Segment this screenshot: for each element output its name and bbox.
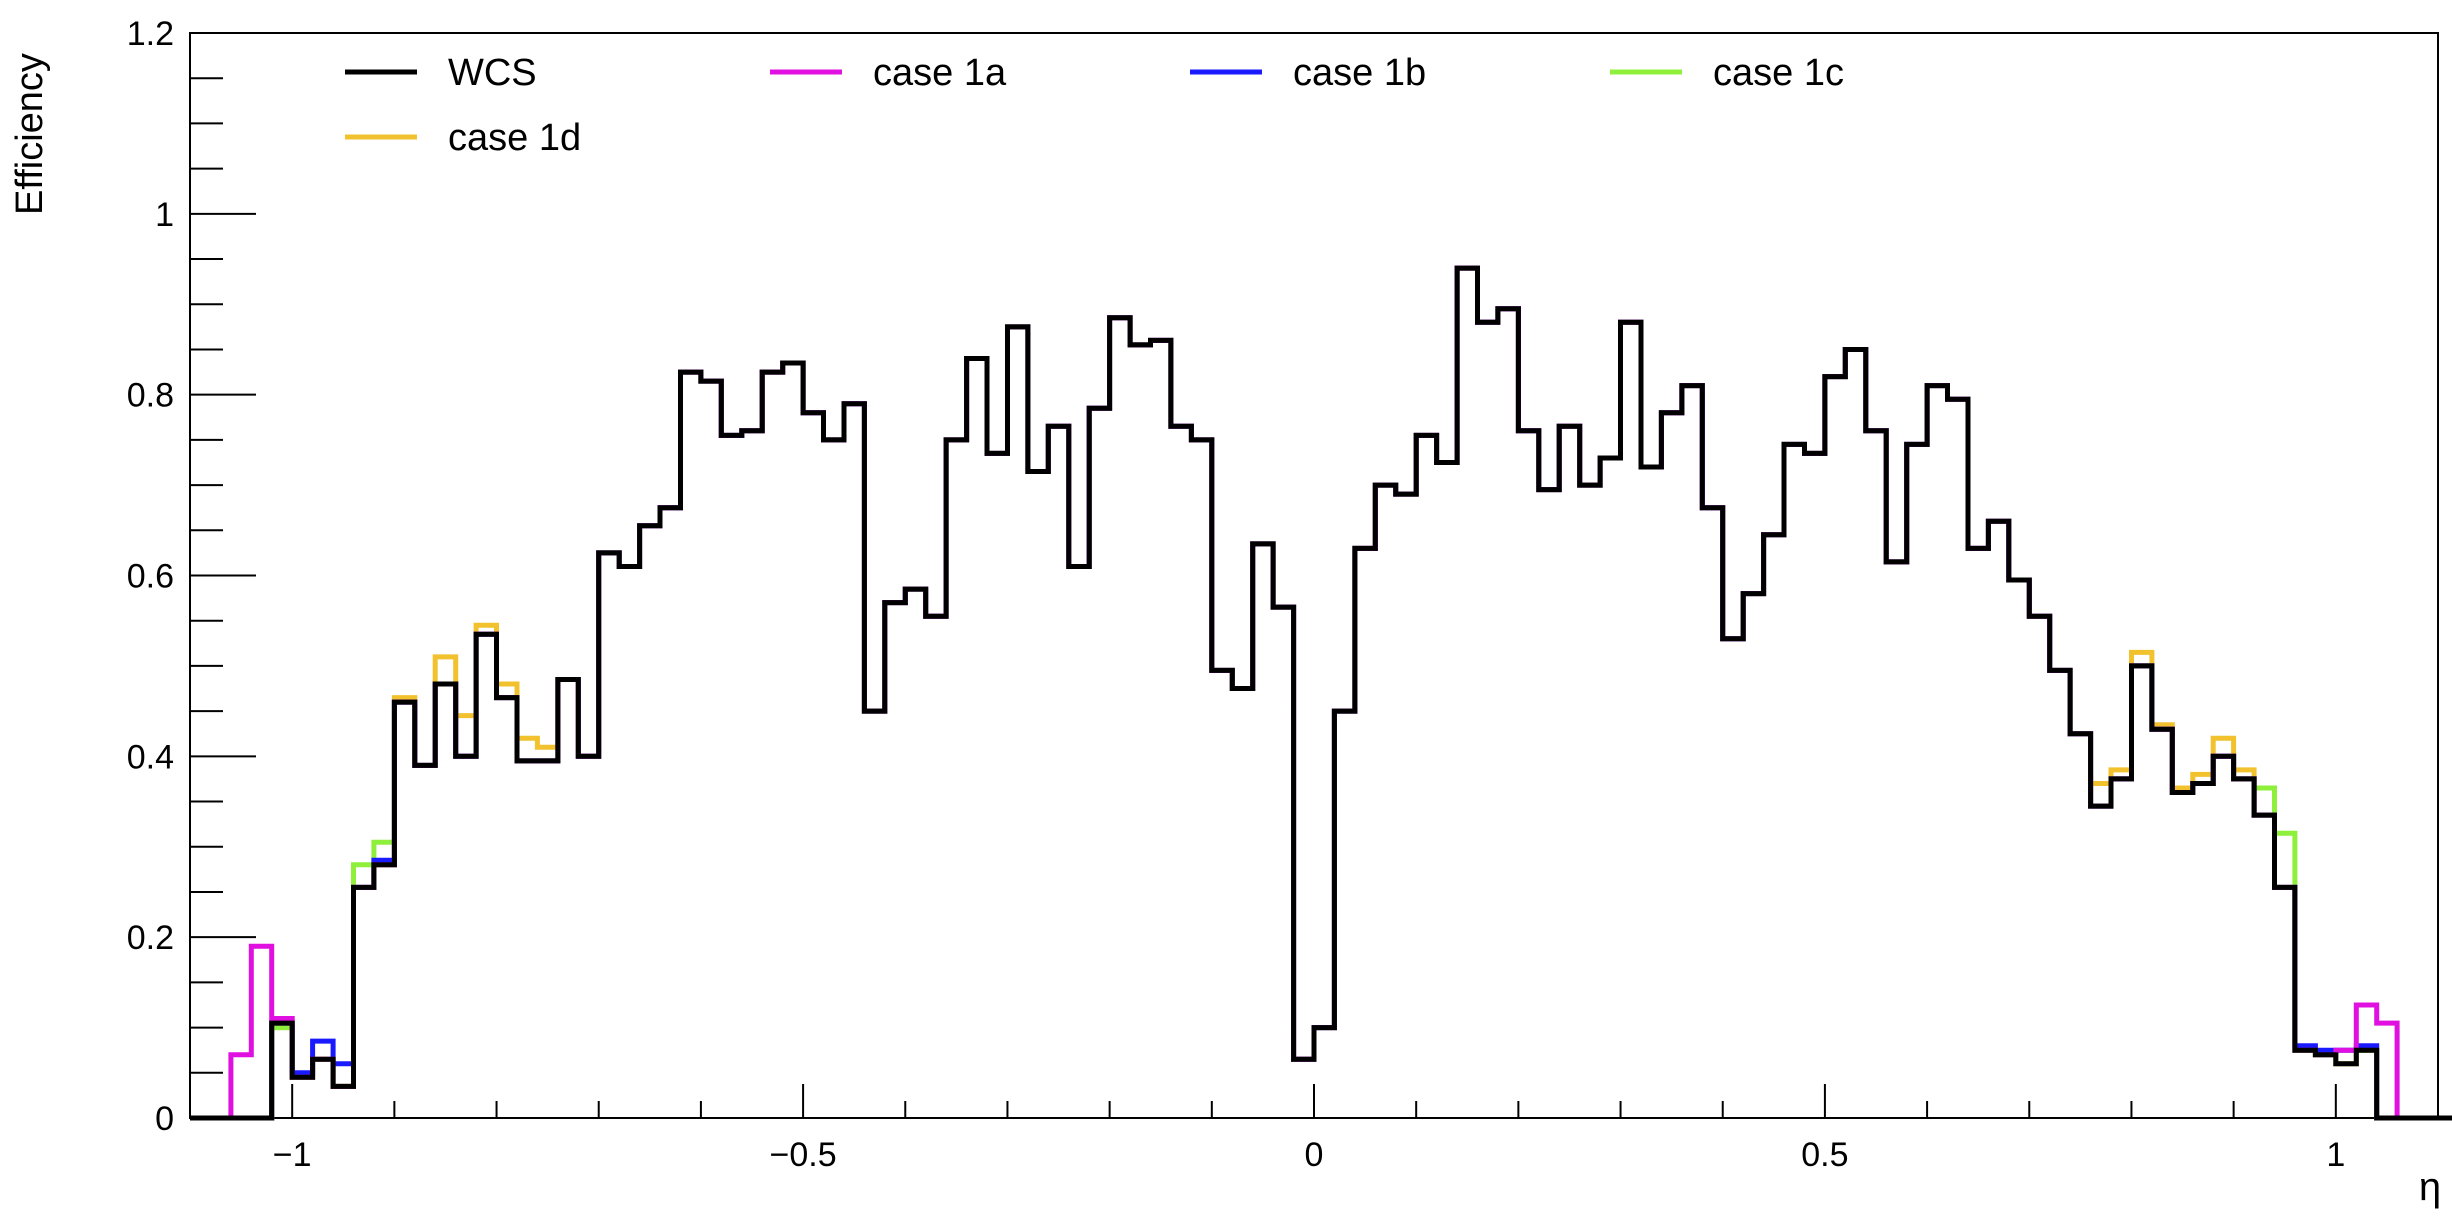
legend-label-case-1c: case 1c [1713, 52, 1844, 94]
x-tick-label: 0.5 [1801, 1136, 1848, 1174]
y-tick-label: 0.2 [127, 919, 174, 957]
legend: WCS case 1a case 1b case 1c case 1d [345, 52, 1844, 159]
series-case-1a-line [190, 265, 2452, 1121]
y-tick-label: 1.2 [127, 15, 174, 53]
legend-label-case-1a: case 1a [873, 52, 1007, 94]
series-case-1d-line [190, 265, 2452, 1121]
legend-label-case-1d: case 1d [448, 117, 581, 159]
legend-label-case-1b: case 1b [1293, 52, 1426, 94]
series-wcs-line [190, 265, 2452, 1121]
x-tick-label: 0 [1305, 1136, 1324, 1174]
y-axis-label: Efficiency [9, 53, 51, 215]
legend-label-wcs: WCS [448, 52, 537, 94]
x-tick-label: −0.5 [770, 1136, 837, 1174]
plot-frame [189, 32, 2439, 1119]
x-axis: −1 −0.5 0 0.5 1 [189, 1084, 2439, 1174]
series-case-1c-line [190, 265, 2452, 1121]
y-tick-label: 0.4 [127, 738, 174, 776]
y-tick-label: 0.6 [127, 558, 174, 596]
x-tick-label: −1 [273, 1136, 312, 1174]
series-case-1b-line [190, 265, 2452, 1121]
y-tick-label: 0 [155, 1100, 174, 1138]
y-axis: 0 0.2 0.4 0.6 0.8 1 1.2 [127, 15, 256, 1138]
x-tick-label: 1 [2326, 1136, 2345, 1174]
y-tick-label: 1 [155, 196, 174, 234]
y-tick-label: 0.8 [127, 377, 174, 415]
series-layer [190, 265, 2452, 1121]
x-axis-label: η [2419, 1165, 2441, 1209]
